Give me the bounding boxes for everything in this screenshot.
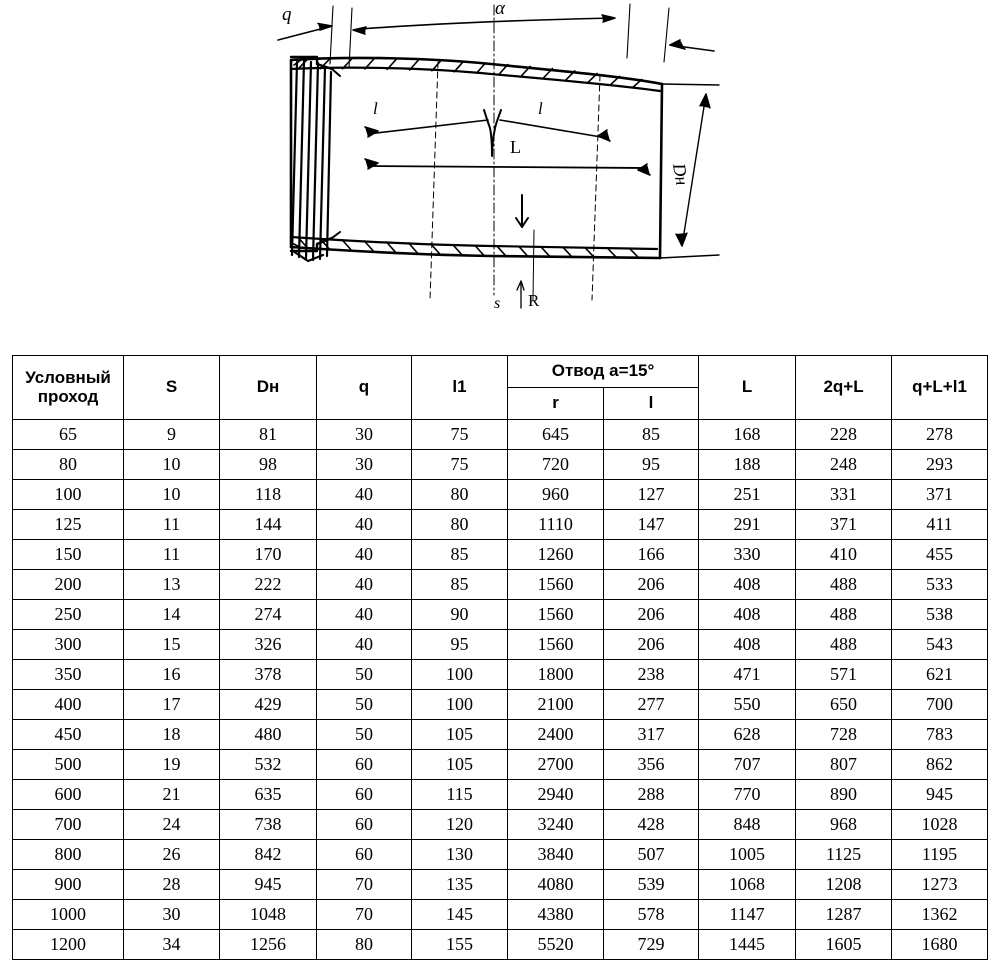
svg-text:l: l — [538, 99, 543, 118]
svg-text:l: l — [373, 99, 378, 118]
svg-text:q: q — [282, 4, 292, 25]
svg-text:α: α — [495, 0, 506, 19]
svg-text:Dн: Dн — [669, 161, 693, 187]
svg-text:s: s — [494, 295, 500, 310]
svg-text:R: R — [528, 291, 540, 310]
svg-text:L: L — [510, 137, 521, 157]
